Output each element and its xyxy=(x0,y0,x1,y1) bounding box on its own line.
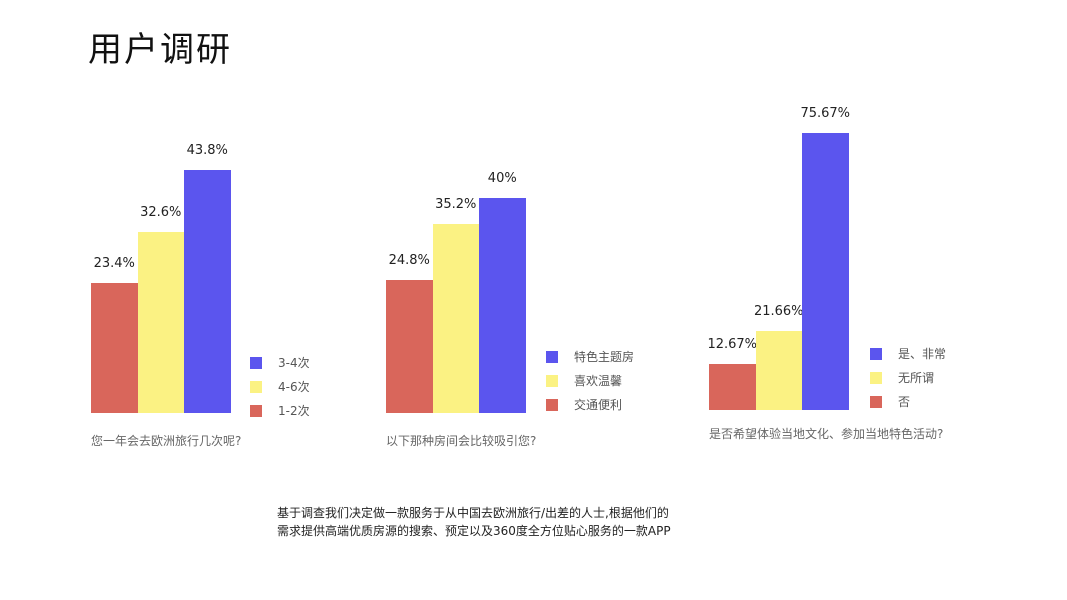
legend-label: 4-6次 xyxy=(278,380,310,394)
chart-1-data-label-2: 32.6% xyxy=(140,205,182,221)
legend-label: 喜欢温馨 xyxy=(574,374,623,388)
legend-swatch xyxy=(250,380,262,393)
chart-1-bar-2 xyxy=(137,232,184,413)
chart-3-data-label-2: 21.66% xyxy=(753,303,804,319)
chart-3-bar-2 xyxy=(755,330,802,410)
legend-label: 否 xyxy=(898,395,911,409)
chart-3-legend-item-3: 否 xyxy=(870,393,910,410)
legend-swatch xyxy=(870,347,882,360)
chart-3-bar-1 xyxy=(709,363,756,410)
legend-swatch xyxy=(250,356,262,369)
legend-label: 3-4次 xyxy=(278,356,310,370)
legend-label: 交通便利 xyxy=(574,398,623,412)
chart-1-legend-item-1: 3-4次 xyxy=(250,354,310,371)
summary-line-1: 基于调查我们决定做一款服务于从中国去欧洲旅行/出差的人士,根据他们的 xyxy=(277,506,669,520)
legend-swatch xyxy=(250,404,262,417)
chart-1-question: 您一年会去欧洲旅行几次呢? xyxy=(91,434,242,448)
page-title: 用户调研 xyxy=(88,30,232,70)
chart-1-data-label-3: 43.8% xyxy=(186,142,228,158)
chart-1-legend-item-2: 4-6次 xyxy=(250,378,310,395)
legend-label: 1-2次 xyxy=(278,404,310,418)
chart-2-legend-item-2: 喜欢温馨 xyxy=(546,372,622,389)
chart-2-bar-3 xyxy=(479,197,526,413)
chart-2-data-label-3: 40% xyxy=(487,170,517,186)
chart-3-legend-item-1: 是、非常 xyxy=(870,345,946,362)
legend-swatch xyxy=(546,374,558,387)
chart-1-data-label-1: 23.4% xyxy=(93,256,135,272)
legend-label: 是、非常 xyxy=(898,347,947,361)
chart-2-bar-2 xyxy=(432,223,479,413)
summary-text: 基于调查我们决定做一款服务于从中国去欧洲旅行/出差的人士,根据他们的 需求提供高… xyxy=(277,504,671,540)
legend-swatch xyxy=(870,395,882,408)
chart-3-legend-item-2: 无所谓 xyxy=(870,369,934,386)
chart-2-legend-item-3: 交通便利 xyxy=(546,396,622,413)
chart-3-data-label-3: 75.67% xyxy=(800,106,851,122)
legend-label: 无所谓 xyxy=(898,371,935,385)
chart-2-data-label-1: 24.8% xyxy=(388,252,430,268)
chart-2-question: 以下那种房间会比较吸引您? xyxy=(386,434,537,448)
legend-swatch xyxy=(546,350,558,363)
chart-2-bar-1 xyxy=(386,279,433,413)
chart-1-legend-item-3: 1-2次 xyxy=(250,402,310,419)
summary-line-2: 需求提供高端优质房源的搜索、预定以及360度全方位贴心服务的一款APP xyxy=(277,524,671,538)
chart-1-bar-1 xyxy=(91,283,138,413)
legend-swatch xyxy=(546,398,558,411)
chart-2-data-label-2: 35.2% xyxy=(435,196,477,212)
chart-1-bar-3 xyxy=(184,169,231,413)
chart-3-data-label-1: 12.67% xyxy=(707,336,758,352)
chart-3-question: 是否希望体验当地文化、参加当地特色活动? xyxy=(709,427,944,441)
legend-swatch xyxy=(870,371,882,384)
chart-3-bar-3 xyxy=(802,133,849,410)
legend-label: 特色主题房 xyxy=(574,350,635,364)
chart-2-legend-item-1: 特色主题房 xyxy=(546,348,634,365)
